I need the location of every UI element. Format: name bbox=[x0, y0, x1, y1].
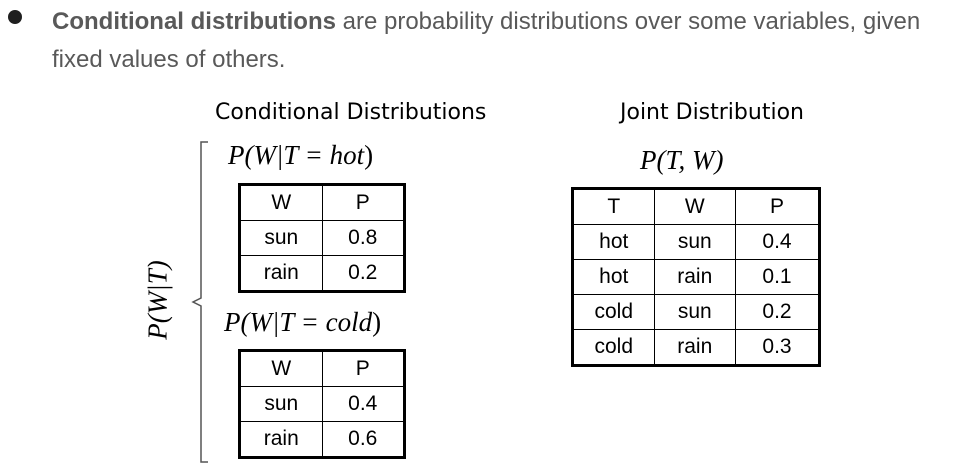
table-cell: rain bbox=[653, 259, 736, 295]
table-header-row: W P bbox=[239, 350, 405, 387]
table-cell: rain bbox=[653, 329, 736, 366]
column-header: W bbox=[653, 188, 736, 225]
table-header-row: T W P bbox=[572, 188, 820, 225]
table-cell: 0.8 bbox=[321, 220, 405, 256]
bullet-term: Conditional distributions bbox=[52, 8, 336, 35]
bullet-text: Conditional distributions are probabilit… bbox=[52, 3, 967, 79]
table-cell: 0.1 bbox=[735, 259, 820, 295]
table-cell: 0.2 bbox=[321, 255, 405, 292]
table-cell: 0.3 bbox=[735, 329, 820, 366]
table-cell: hot bbox=[572, 224, 655, 260]
conditional-side-label: P(W|T) bbox=[142, 260, 173, 340]
table-cell: 0.4 bbox=[735, 224, 820, 260]
hot-conditional-table: W P sun 0.8 rain 0.2 bbox=[238, 183, 406, 293]
table-row: cold rain 0.3 bbox=[572, 329, 820, 366]
column-header: P bbox=[321, 350, 405, 387]
table-row: rain 0.2 bbox=[239, 255, 405, 292]
table-cell: sun bbox=[653, 224, 736, 260]
column-header: W bbox=[239, 350, 323, 387]
joint-distribution-table: T W P hot sun 0.4 hot rain 0.1 cold sun … bbox=[571, 187, 821, 367]
table-cell: cold bbox=[572, 294, 655, 330]
table-row: sun 0.8 bbox=[239, 220, 405, 256]
table-cell: 0.2 bbox=[735, 294, 820, 330]
table-row: hot sun 0.4 bbox=[572, 224, 820, 260]
hot-expression-suffix: ) bbox=[364, 140, 374, 170]
table-cell: sun bbox=[239, 386, 323, 422]
column-header: P bbox=[735, 188, 820, 225]
cold-expression-suffix: ) bbox=[372, 307, 382, 337]
table-cell: sun bbox=[239, 220, 323, 256]
conditional-heading: Conditional Distributions bbox=[215, 100, 487, 125]
hot-expression-prefix: P(W|T = bbox=[228, 140, 330, 170]
column-header: W bbox=[239, 184, 323, 221]
cold-expression-prefix: P(W|T = bbox=[224, 307, 326, 337]
bullet-dot bbox=[8, 10, 22, 24]
column-header: T bbox=[572, 188, 655, 225]
hot-expression-value: hot bbox=[329, 140, 365, 170]
table-row: cold sun 0.2 bbox=[572, 294, 820, 330]
table-cell: cold bbox=[572, 329, 655, 366]
table-row: sun 0.4 bbox=[239, 386, 405, 422]
table-cell: sun bbox=[653, 294, 736, 330]
table-row: hot rain 0.1 bbox=[572, 259, 820, 295]
table-row: rain 0.6 bbox=[239, 421, 405, 458]
table-cell: rain bbox=[239, 255, 323, 292]
table-cell: hot bbox=[572, 259, 655, 295]
table-header-row: W P bbox=[239, 184, 405, 221]
cold-conditional-table: W P sun 0.4 rain 0.6 bbox=[238, 349, 406, 459]
cold-expression-value: cold bbox=[325, 307, 373, 337]
table-cell: rain bbox=[239, 421, 323, 458]
left-brace bbox=[191, 141, 208, 463]
hot-expression: P(W|T = hot) bbox=[228, 140, 373, 171]
joint-heading: Joint Distribution bbox=[620, 100, 804, 125]
table-cell: 0.6 bbox=[321, 421, 405, 458]
cold-expression: P(W|T = cold) bbox=[224, 307, 381, 338]
column-header: P bbox=[321, 184, 405, 221]
table-cell: 0.4 bbox=[321, 386, 405, 422]
joint-expression: P(T, W) bbox=[640, 145, 724, 175]
bullet-description: are probability distributions over some … bbox=[52, 8, 921, 73]
